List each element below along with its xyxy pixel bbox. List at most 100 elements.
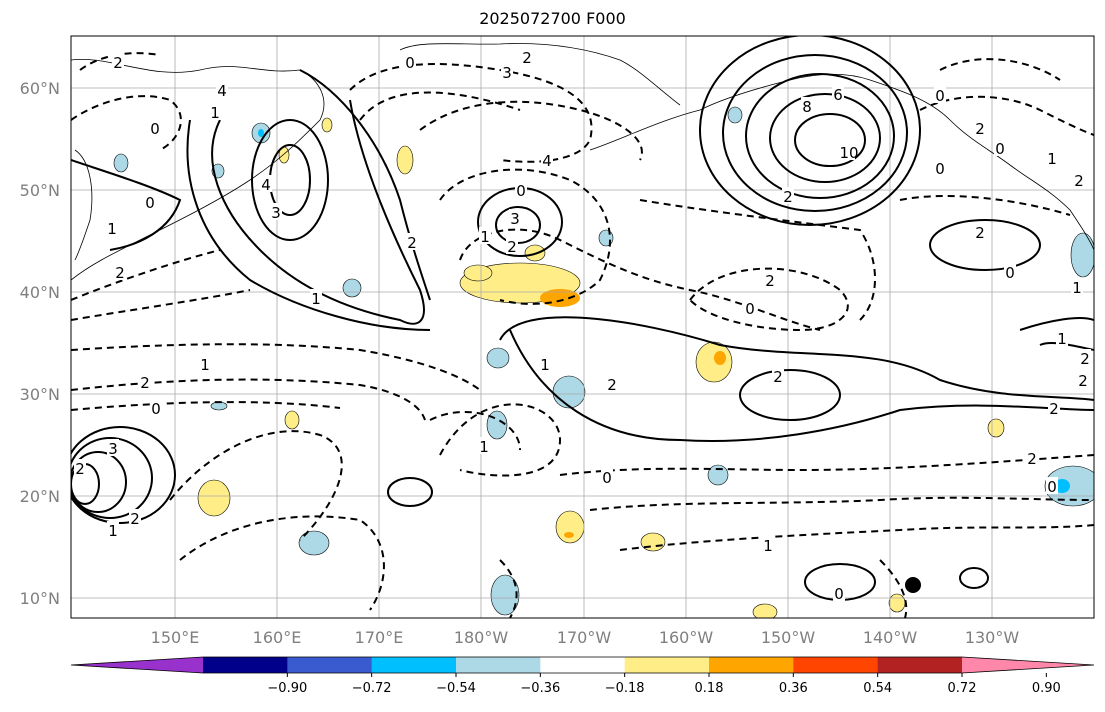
contour-label-bg <box>107 521 119 538</box>
contour-label: 2 <box>1078 372 1088 390</box>
colorbar-swatch <box>203 657 288 673</box>
contour-label-bg <box>762 536 774 553</box>
contour-line <box>619 524 1094 551</box>
contour-label: 0 <box>405 54 415 72</box>
colorbar-extend-min <box>71 657 203 673</box>
lon-label: 170°E <box>355 628 404 647</box>
shaded-patch <box>1070 232 1094 278</box>
contour-line <box>71 95 182 151</box>
shaded-patch <box>486 347 510 369</box>
contour-line <box>439 168 611 305</box>
map-title: 2025072700 F000 <box>479 9 626 28</box>
contour-label: 2 <box>975 224 985 242</box>
contour-label: 3 <box>108 440 118 458</box>
contour-label-bg <box>606 375 618 392</box>
contour-line <box>459 228 821 331</box>
shaded-patch <box>888 593 906 613</box>
contour-label-bg <box>106 219 118 236</box>
contour-label-bg <box>934 159 946 176</box>
shaded-patch <box>197 479 231 517</box>
contour-label-bg <box>501 63 513 80</box>
contour-label-bg <box>149 119 161 136</box>
contour-label: 2 <box>115 264 125 282</box>
shaded-patch <box>342 278 362 298</box>
contour-label: 2 <box>1080 350 1090 368</box>
lon-label: 140°W <box>863 628 918 647</box>
contour-label: 2 <box>113 54 123 72</box>
colorbar-tick-label: 0.36 <box>779 681 808 696</box>
contour-line <box>509 329 1094 442</box>
contour-line <box>699 36 921 226</box>
contour-line <box>359 91 521 121</box>
colorbar-tick-label: −0.72 <box>352 681 392 696</box>
contour-label: 2 <box>522 49 532 67</box>
contour-line <box>71 289 251 321</box>
colorbar-swatch <box>456 657 541 673</box>
contour-line <box>349 63 593 163</box>
contour-line <box>251 119 329 241</box>
contour-label: 0 <box>150 120 160 138</box>
contour-line <box>186 119 431 331</box>
contour-label: 0 <box>1005 264 1015 282</box>
contour-label-bg <box>1071 278 1083 295</box>
shaded-patch <box>555 510 585 544</box>
lon-label: 180°W <box>454 628 509 647</box>
contour-label-bg <box>129 509 141 526</box>
map-plot-area <box>71 36 1094 618</box>
contour-line <box>439 403 562 477</box>
coastlines <box>71 43 1094 281</box>
contour-label-bg <box>506 237 518 254</box>
shaded-patch <box>113 153 129 173</box>
contour-label-bg <box>934 86 946 103</box>
contour-label: 2 <box>1074 172 1084 190</box>
contours-positive <box>71 36 1094 601</box>
contour-label: 3 <box>510 210 520 228</box>
colorbar-tick-label: −0.54 <box>436 681 476 696</box>
colorbar-tick-label: 0.54 <box>863 681 892 696</box>
contour-line <box>429 411 521 451</box>
lat-label: 10°N <box>20 589 60 608</box>
lat-label: 20°N <box>20 487 60 506</box>
lon-label: 160°W <box>659 628 714 647</box>
contour-label-bg <box>515 181 527 198</box>
lon-label: 150°W <box>761 628 816 647</box>
contour-label: 0 <box>935 87 945 105</box>
contour-line <box>722 54 908 212</box>
contour-label-bg <box>406 233 418 250</box>
contour-label-bg <box>974 223 986 240</box>
shaded-patch <box>210 401 228 411</box>
lat-label: 30°N <box>20 385 60 404</box>
contour-label: 1 <box>1072 279 1082 297</box>
contour-label-bg <box>150 399 162 416</box>
contour-label-bg <box>404 53 416 70</box>
lat-label: 50°N <box>20 181 60 200</box>
contour-line <box>1019 317 1094 331</box>
shaded-patch <box>695 341 733 383</box>
contour-label: 2 <box>507 238 517 256</box>
contour-label-bg <box>521 48 533 65</box>
contour-label: 1 <box>1047 150 1057 168</box>
contour-label-bg <box>139 373 151 390</box>
colorbar-tick-label: 0.90 <box>1032 681 1061 696</box>
contour-label: 1 <box>108 522 118 540</box>
colorbar-swatch <box>709 657 794 673</box>
contour-line <box>179 515 385 611</box>
contour-label-bg <box>1046 149 1058 166</box>
contour-label-bg <box>144 193 156 210</box>
contour-label: 1 <box>200 356 210 374</box>
contour-line <box>589 496 1094 511</box>
contour-label-bg <box>833 584 845 601</box>
contour-label: 2 <box>140 374 150 392</box>
shaded-patch <box>463 264 493 282</box>
colorbar-swatch <box>624 657 710 673</box>
contour-line <box>71 437 153 519</box>
contour-label-bg <box>1073 171 1085 188</box>
contour-label: 3 <box>271 204 281 222</box>
colorbar: −0.90 −0.72 −0.54 −0.36 −0.18 0.18 0.36 0.54 0.7… <box>70 656 1095 696</box>
colorbar-extend-max <box>962 657 1094 673</box>
shaded-patch <box>490 574 520 616</box>
contour-line <box>299 69 431 301</box>
contours-negative <box>71 52 1094 618</box>
contour-label: 2 <box>783 188 793 206</box>
lat-axis: 60°N 50°N 40°N 30°N 20°N 10°N <box>20 79 60 608</box>
